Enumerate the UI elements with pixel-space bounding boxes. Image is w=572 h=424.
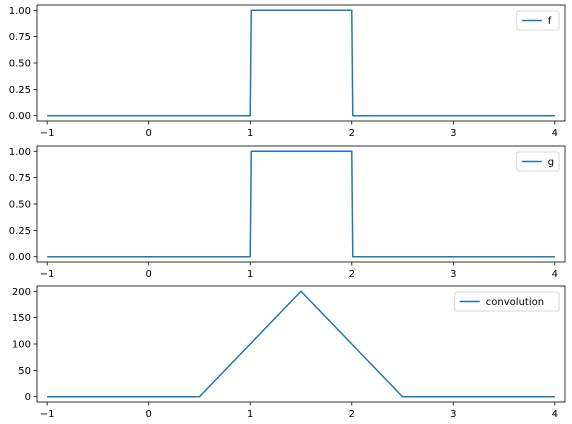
y-tick-label: 0.00 (9, 111, 31, 122)
x-tick-label: −1 (40, 269, 55, 280)
x-tick-label: 0 (146, 409, 152, 420)
y-tick-label: 100 (12, 340, 31, 351)
x-tick-label: 1 (247, 128, 253, 139)
legend: f (516, 10, 560, 31)
legend: g (516, 151, 560, 172)
y-tick-label: 0.50 (9, 59, 31, 70)
legend-label-g: g (548, 157, 554, 168)
x-tick-label: 4 (552, 269, 558, 280)
legend: convolution (454, 291, 560, 312)
x-tick-label: 1 (247, 409, 253, 420)
y-tick-label: 0.75 (9, 32, 31, 43)
y-tick-label: 0.50 (9, 200, 31, 211)
y-tick-label: 0 (25, 392, 31, 403)
subplot-3: −1 0 1 2 3 4 0 50 100 150 200 convolution (12, 285, 566, 420)
x-tick-label: −1 (40, 409, 55, 420)
y-tick-label: 150 (12, 313, 31, 324)
x-tick-label: 2 (349, 409, 355, 420)
x-tick-label: 4 (552, 409, 558, 420)
subplot-1: −1 0 1 2 3 4 0.00 0.25 0.50 0.75 1.00 f (9, 4, 566, 139)
x-tick-label: 3 (450, 409, 456, 420)
x-tick-label: 3 (450, 269, 456, 280)
y-tick-label: 50 (18, 366, 31, 377)
y-tick-label: 1.00 (9, 6, 31, 17)
axes-frame (36, 4, 566, 122)
y-tick-label: 200 (12, 287, 31, 298)
series-line-g (47, 150, 555, 258)
x-tick-label: 0 (146, 128, 152, 139)
y-tick-label: 0.25 (9, 85, 31, 96)
x-tick-label: 0 (146, 269, 152, 280)
x-tick-label: −1 (40, 128, 55, 139)
y-tick-label: 0.00 (9, 252, 31, 263)
subplot-2: −1 0 1 2 3 4 0.00 0.25 0.50 0.75 1.00 g (9, 145, 566, 280)
x-tick-label: 2 (349, 128, 355, 139)
y-tick-label: 1.00 (9, 147, 31, 158)
x-tick-label: 3 (450, 128, 456, 139)
series-line-f (47, 9, 555, 117)
legend-label-f: f (548, 16, 552, 27)
y-tick-label: 0.25 (9, 226, 31, 237)
x-tick-label: 1 (247, 269, 253, 280)
x-tick-label: 4 (552, 128, 558, 139)
y-tick-label: 0.75 (9, 173, 31, 184)
series-line-convolution (47, 290, 555, 398)
legend-box (454, 291, 560, 312)
legend-label-convolution: convolution (486, 297, 544, 308)
axes-frame (36, 145, 566, 263)
x-tick-label: 2 (349, 269, 355, 280)
